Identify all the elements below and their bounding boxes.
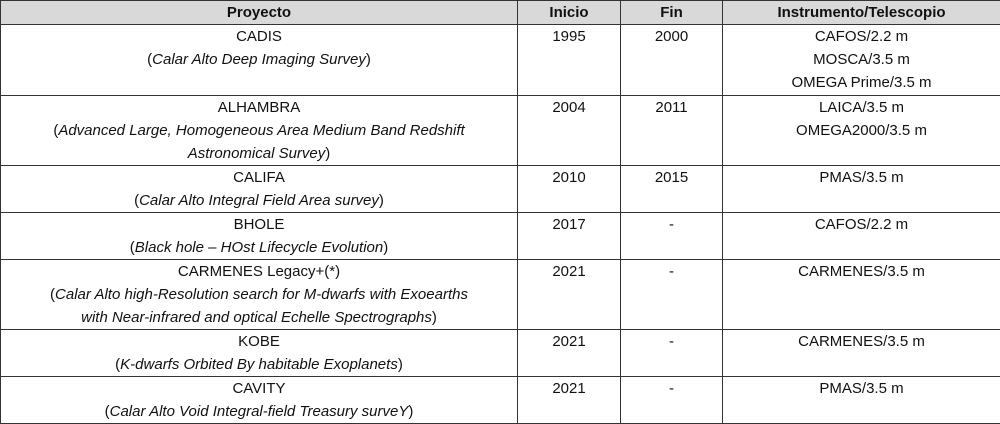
project-full-name: Astronomical Survey) <box>5 142 513 165</box>
instrument: CAFOS/2.2 m <box>727 25 996 48</box>
instrument-cell: PMAS/3.5 m <box>723 377 1000 424</box>
header-proyecto: Proyecto <box>1 1 518 25</box>
project-full-name: (K-dwarfs Orbited By habitable Exoplanet… <box>5 353 513 376</box>
table-row: CALIFA(Calar Alto Integral Field Area su… <box>1 166 1000 213</box>
header-instrumento: Instrumento/Telescopio <box>723 1 1000 25</box>
project-cell: CAVITY(Calar Alto Void Integral-field Tr… <box>1 377 518 424</box>
project-full-name: with Near-infrared and optical Echelle S… <box>5 306 513 329</box>
project-full-name: (Calar Alto Deep Imaging Survey) <box>5 48 513 71</box>
instrument: MOSCA/3.5 m <box>727 48 996 71</box>
instrument: OMEGA2000/3.5 m <box>727 119 996 142</box>
instrument-cell: PMAS/3.5 m <box>723 166 1000 213</box>
fin-cell: - <box>621 260 723 330</box>
table-row: ALHAMBRA(Advanced Large, Homogeneous Are… <box>1 96 1000 166</box>
project-cell: ALHAMBRA(Advanced Large, Homogeneous Are… <box>1 96 518 166</box>
fin-cell: - <box>621 330 723 377</box>
project-cell: CADIS(Calar Alto Deep Imaging Survey) <box>1 25 518 96</box>
project-full-name: (Advanced Large, Homogeneous Area Medium… <box>5 119 513 142</box>
instrument-cell: CARMENES/3.5 m <box>723 330 1000 377</box>
instrument: PMAS/3.5 m <box>727 377 996 400</box>
project-name: CAVITY <box>5 377 513 400</box>
project-cell: KOBE(K-dwarfs Orbited By habitable Exopl… <box>1 330 518 377</box>
project-name: ALHAMBRA <box>5 96 513 119</box>
fin-cell: 2015 <box>621 166 723 213</box>
table-row: KOBE(K-dwarfs Orbited By habitable Exopl… <box>1 330 1000 377</box>
fin-cell: - <box>621 213 723 260</box>
project-cell: CALIFA(Calar Alto Integral Field Area su… <box>1 166 518 213</box>
table-row: BHOLE(Black hole – HOst Lifecycle Evolut… <box>1 213 1000 260</box>
inicio-cell: 2004 <box>518 96 621 166</box>
fin-cell: - <box>621 377 723 424</box>
instrument: CARMENES/3.5 m <box>727 260 996 283</box>
project-name: CALIFA <box>5 166 513 189</box>
project-name: CADIS <box>5 25 513 48</box>
inicio-cell: 2021 <box>518 377 621 424</box>
instrument: PMAS/3.5 m <box>727 166 996 189</box>
instrument-cell: CAFOS/2.2 m <box>723 213 1000 260</box>
inicio-cell: 2010 <box>518 166 621 213</box>
header-inicio: Inicio <box>518 1 621 25</box>
inicio-cell: 1995 <box>518 25 621 96</box>
table-row: CARMENES Legacy+(*)(Calar Alto high-Reso… <box>1 260 1000 330</box>
project-full-name: (Calar Alto Void Integral-field Treasury… <box>5 400 513 423</box>
table-row: CADIS(Calar Alto Deep Imaging Survey)199… <box>1 25 1000 96</box>
header-row: Proyecto Inicio Fin Instrumento/Telescop… <box>1 1 1000 25</box>
instrument: OMEGA Prime/3.5 m <box>727 71 996 94</box>
instrument: CAFOS/2.2 m <box>727 213 996 236</box>
fin-cell: 2011 <box>621 96 723 166</box>
instrument: CARMENES/3.5 m <box>727 330 996 353</box>
project-full-name: (Black hole – HOst Lifecycle Evolution) <box>5 236 513 259</box>
project-cell: CARMENES Legacy+(*)(Calar Alto high-Reso… <box>1 260 518 330</box>
inicio-cell: 2017 <box>518 213 621 260</box>
instrument: LAICA/3.5 m <box>727 96 996 119</box>
inicio-cell: 2021 <box>518 260 621 330</box>
table-row: CAVITY(Calar Alto Void Integral-field Tr… <box>1 377 1000 424</box>
project-name: KOBE <box>5 330 513 353</box>
header-fin: Fin <box>621 1 723 25</box>
project-name: CARMENES Legacy+(*) <box>5 260 513 283</box>
project-name: BHOLE <box>5 213 513 236</box>
project-cell: BHOLE(Black hole – HOst Lifecycle Evolut… <box>1 213 518 260</box>
fin-cell: 2000 <box>621 25 723 96</box>
project-full-name: (Calar Alto Integral Field Area survey) <box>5 189 513 212</box>
project-full-name: (Calar Alto high-Resolution search for M… <box>5 283 513 306</box>
instrument-cell: CARMENES/3.5 m <box>723 260 1000 330</box>
inicio-cell: 2021 <box>518 330 621 377</box>
